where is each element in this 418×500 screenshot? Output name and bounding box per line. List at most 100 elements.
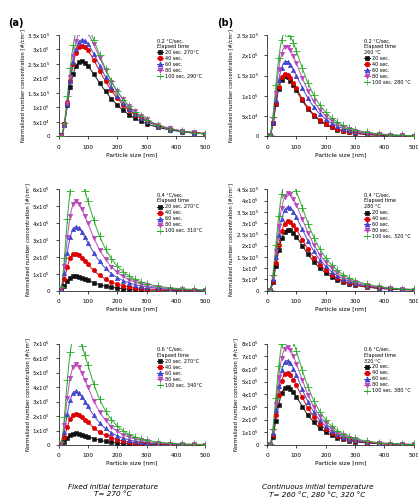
Point <box>82 398 88 406</box>
Point <box>73 38 79 46</box>
Point <box>410 440 417 448</box>
Point <box>126 283 133 291</box>
Point <box>202 286 209 294</box>
Point <box>299 226 306 234</box>
Point <box>322 428 329 436</box>
Point <box>90 216 97 224</box>
Point <box>84 238 91 246</box>
Point <box>155 284 162 292</box>
Point <box>202 441 209 449</box>
Point <box>108 94 115 102</box>
Point <box>120 282 127 290</box>
Point <box>399 440 405 448</box>
Point <box>340 277 347 285</box>
Point <box>132 278 138 286</box>
Point <box>58 440 65 448</box>
Point <box>322 422 329 430</box>
Point <box>138 438 144 446</box>
Point <box>293 188 300 196</box>
Point <box>132 437 138 445</box>
Point <box>305 220 311 228</box>
Point <box>61 438 68 446</box>
Point <box>155 440 162 448</box>
Point <box>387 284 394 292</box>
Point <box>293 201 300 209</box>
Point <box>96 258 103 266</box>
Point <box>278 228 285 235</box>
Point <box>178 127 185 135</box>
Point <box>132 110 138 118</box>
Point <box>287 226 294 234</box>
Point <box>270 112 276 120</box>
Point <box>70 58 76 66</box>
Point <box>82 43 88 51</box>
Point <box>375 283 382 291</box>
Point <box>114 92 120 100</box>
Point <box>64 410 71 418</box>
Point <box>346 436 352 444</box>
Point <box>387 132 394 140</box>
Point <box>290 66 297 74</box>
Point <box>120 426 127 434</box>
Point <box>284 217 291 225</box>
Point <box>61 421 68 429</box>
Point <box>290 180 297 188</box>
Point <box>155 121 162 129</box>
Point <box>311 241 317 249</box>
Point <box>120 96 127 104</box>
Point <box>79 178 85 186</box>
Point <box>267 440 273 448</box>
Point <box>178 286 185 294</box>
Point <box>90 434 97 442</box>
Point <box>278 390 285 398</box>
Point <box>84 220 91 228</box>
Point <box>167 286 173 294</box>
Point <box>64 277 71 285</box>
Point <box>114 422 120 430</box>
Point <box>275 212 282 220</box>
Point <box>108 278 115 286</box>
Point <box>108 434 115 442</box>
Point <box>90 412 97 420</box>
Point <box>290 39 297 47</box>
Point <box>108 283 115 291</box>
Point <box>311 234 317 241</box>
Point <box>375 284 382 292</box>
Point <box>352 276 359 284</box>
Point <box>273 262 279 270</box>
Point <box>90 396 97 404</box>
Point <box>322 420 329 428</box>
Point <box>73 272 79 280</box>
Legend: 20 sec. 270°C, 40 sec., 60 sec., 80 sec., 100 sec. 310°C: 20 sec. 270°C, 40 sec., 60 sec., 80 sec.… <box>156 192 203 234</box>
Point <box>284 369 291 377</box>
Point <box>267 286 273 294</box>
Point <box>108 78 115 86</box>
Point <box>273 248 279 256</box>
Point <box>70 42 76 50</box>
Y-axis label: Normalized number concentration [#/cm³]: Normalized number concentration [#/cm³] <box>25 184 30 296</box>
Point <box>132 433 138 441</box>
Point <box>61 254 68 262</box>
Point <box>375 130 382 138</box>
Point <box>167 125 173 133</box>
Point <box>167 440 173 448</box>
Point <box>316 420 323 428</box>
Point <box>311 92 317 100</box>
Point <box>90 36 97 44</box>
Point <box>202 286 209 294</box>
Point <box>67 76 74 84</box>
Point <box>138 284 144 292</box>
Point <box>143 440 150 448</box>
Point <box>352 434 359 442</box>
Point <box>58 286 65 294</box>
Point <box>328 116 335 124</box>
Point <box>346 128 352 136</box>
Point <box>79 413 85 421</box>
Point <box>114 284 120 292</box>
Point <box>334 122 341 130</box>
Point <box>281 193 288 201</box>
Point <box>61 118 68 126</box>
Point <box>82 36 88 44</box>
Point <box>143 438 150 446</box>
Point <box>267 286 273 294</box>
